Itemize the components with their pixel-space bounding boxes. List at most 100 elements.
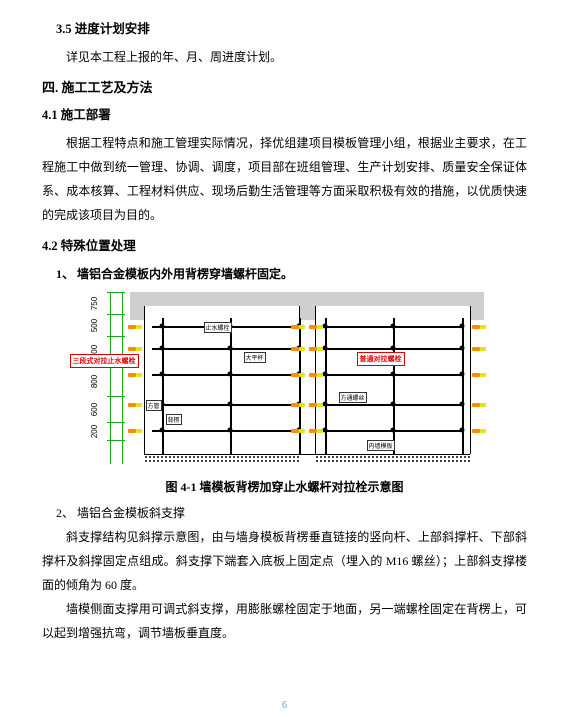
small-label: 方管 (146, 400, 162, 411)
bolt-center-l (291, 326, 305, 328)
heading-4-1: 4.1 施工部署 (42, 104, 527, 123)
bolt-left (128, 326, 142, 328)
bolt-center-l (291, 374, 305, 376)
para-4-1-1: 根据工程特点和施工管理实际情况，择优组建项目模板管理小组，根据业主要求，在工程施… (42, 131, 527, 227)
bolt-center-r (309, 326, 323, 328)
node (459, 324, 464, 329)
bolt-right (472, 348, 486, 350)
small-label: 止水螺栓 (204, 322, 232, 333)
node (459, 372, 464, 377)
dim-tick (107, 314, 125, 315)
bolt-center-l (291, 404, 305, 406)
diagram-wall-formwork: 750500900800600200三段式对拉止水螺栓普通对拉螺栓止水螺栓方管背… (70, 292, 500, 472)
dim-tick (107, 422, 125, 423)
bolt-center-l (291, 348, 305, 350)
small-label: 方通螺丝 (339, 392, 367, 403)
page-number: 6 (282, 700, 287, 711)
bolt-left (128, 404, 142, 406)
vert-rod (299, 318, 301, 454)
vert-rod (393, 318, 395, 454)
node (322, 428, 327, 433)
heading-3-5: 3.5 进度计划安排 (42, 18, 527, 37)
vert-rod (462, 318, 464, 454)
bolt-left (128, 374, 142, 376)
figure-4-1-caption: 图 4-1 墙模板背楞加穿止水螺杆对拉栓示意图 (166, 478, 404, 495)
bolt-center-r (309, 374, 323, 376)
figure-4-1: 750500900800600200三段式对拉止水螺栓普通对拉螺栓止水螺栓方管背… (42, 292, 527, 495)
dim-main (110, 292, 111, 464)
node (459, 428, 464, 433)
horiz-rod (152, 404, 299, 406)
slab-drop-right (470, 292, 484, 320)
dim-tick (107, 336, 125, 337)
node (322, 346, 327, 351)
dim-tick (107, 440, 125, 441)
vert-rod (325, 318, 327, 454)
dim-value: 750 (90, 297, 99, 310)
para-4-2-2: 斜支撑结构见斜撑示意图，由与墙身模板背楞垂直链接的竖向杆、上部斜撑杆、下部斜撑杆… (42, 525, 527, 597)
heading-4-2: 4.2 特殊位置处理 (42, 235, 527, 254)
node (459, 402, 464, 407)
node (322, 324, 327, 329)
slab-drop-left (130, 292, 144, 320)
horiz-rod (315, 404, 462, 406)
node (391, 428, 396, 433)
small-label: 内墙模板 (367, 440, 395, 451)
dim-main2 (122, 292, 123, 464)
para-3-5-1: 详见本工程上报的年、月、周进度计划。 (42, 45, 527, 69)
horiz-rod (315, 348, 462, 350)
bolt-center-r (309, 348, 323, 350)
dim-value: 500 (90, 319, 99, 332)
vert-rod (230, 318, 232, 454)
item-4-2-2: 2、 墙铝合金模板斜支撑 (42, 501, 527, 525)
small-label: 大平杯 (244, 352, 266, 363)
bolt-center-r (309, 430, 323, 432)
horiz-rod (315, 374, 462, 376)
node (391, 372, 396, 377)
node (228, 402, 233, 407)
dim-tick (107, 396, 125, 397)
node (228, 346, 233, 351)
wall-left-outer (144, 306, 145, 454)
label-right-red: 普通对拉螺栓 (357, 352, 405, 366)
horiz-rod (315, 430, 462, 432)
dim-tick (107, 292, 125, 293)
node (228, 428, 233, 433)
node (228, 372, 233, 377)
ground-right (315, 455, 470, 463)
node (159, 324, 164, 329)
horiz-rod (152, 430, 299, 432)
horiz-rod (152, 374, 299, 376)
bolt-center-r (309, 404, 323, 406)
node (391, 402, 396, 407)
label-left-red: 三段式对拉止水螺栓 (70, 354, 139, 368)
bolt-right (472, 374, 486, 376)
horiz-rod (152, 348, 299, 350)
bolt-left (128, 430, 142, 432)
item-4-2-1: 1、 墙铝合金模板内外用背楞穿墙螺杆固定。 (42, 262, 527, 286)
node (159, 428, 164, 433)
heading-4: 四. 施工工艺及方法 (42, 77, 527, 96)
node (322, 372, 327, 377)
node (159, 346, 164, 351)
node (159, 372, 164, 377)
bolt-right (472, 404, 486, 406)
para-4-2-3: 墙模侧面支撑用可调式斜支撑，用膨胀螺栓固定于地面，另一端螺栓固定在背楞上，可以起… (42, 597, 527, 645)
bolt-center-l (291, 430, 305, 432)
dim-value: 600 (90, 403, 99, 416)
ground-left (144, 455, 299, 463)
node (391, 346, 396, 351)
node (322, 402, 327, 407)
bolt-right (472, 326, 486, 328)
bolt-right (472, 430, 486, 432)
dim-value: 800 (90, 375, 99, 388)
wall-right-outer (470, 306, 471, 454)
node (391, 324, 396, 329)
horiz-rod (315, 326, 462, 328)
dim-value: 200 (90, 425, 99, 438)
small-label: 背楞 (166, 414, 182, 425)
node (459, 346, 464, 351)
slab-drop-center (299, 292, 315, 320)
vert-rod (162, 318, 164, 454)
bolt-left (128, 348, 142, 350)
